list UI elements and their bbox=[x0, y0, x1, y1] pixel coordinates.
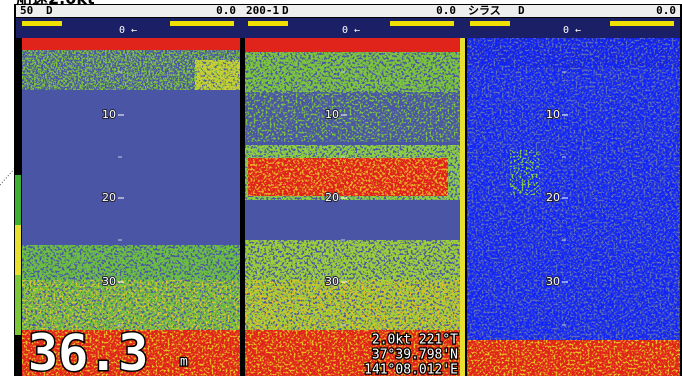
speed-course: 2.0kt 221°T bbox=[372, 333, 458, 348]
panel-1 bbox=[15, 38, 240, 376]
panel-name: 50 bbox=[20, 4, 33, 17]
longitude: 141°08.012'E bbox=[364, 363, 458, 376]
leader-line bbox=[0, 167, 16, 186]
panel-offset: 0.0 bbox=[216, 4, 236, 17]
panel-name: シラス bbox=[468, 4, 501, 17]
depth-label: 30 bbox=[546, 275, 560, 288]
depth-label: 10 bbox=[102, 108, 116, 121]
panel-3 bbox=[467, 38, 680, 376]
indicator-bar bbox=[248, 21, 288, 26]
zero-marker: 0 ← bbox=[119, 25, 137, 36]
latitude: 37°39.798'N bbox=[372, 348, 458, 363]
depth-label: 10 bbox=[546, 108, 560, 121]
panel-mode: D bbox=[518, 4, 525, 17]
depth-unit: m bbox=[180, 355, 188, 370]
indicator-bar bbox=[390, 21, 454, 26]
depth-label: 20 bbox=[102, 191, 116, 204]
depth-label: 20 bbox=[325, 191, 339, 204]
zero-marker: 0 ← bbox=[342, 25, 360, 36]
panel-name: 200-1 bbox=[246, 4, 279, 17]
panel-2 bbox=[245, 38, 465, 376]
depth-label: 30 bbox=[102, 275, 116, 288]
depth-label: 20 bbox=[546, 191, 560, 204]
panel-mode: D bbox=[46, 4, 53, 17]
panel-offset: 0.0 bbox=[436, 4, 456, 17]
indicator-bar bbox=[22, 21, 62, 26]
indicator-bar bbox=[470, 21, 510, 26]
panel-mode: D bbox=[282, 4, 289, 17]
panel-offset: 0.0 bbox=[656, 4, 676, 17]
header-strip bbox=[16, 5, 680, 17]
depth-label: 30 bbox=[325, 275, 339, 288]
zero-marker: 0 ← bbox=[563, 25, 581, 36]
indicator-bar bbox=[170, 21, 234, 26]
depth-label: 10 bbox=[325, 108, 339, 121]
depth-value: 36.3 bbox=[28, 324, 148, 376]
indicator-bar bbox=[610, 21, 674, 26]
